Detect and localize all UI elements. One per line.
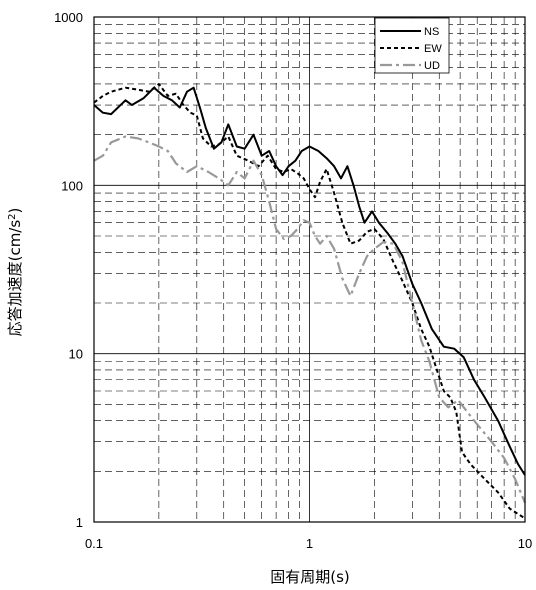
legend-label-ew: EW [424, 43, 442, 55]
y-tick-label: 100 [61, 178, 83, 193]
plot-area-frame [93, 16, 526, 523]
x-tick-label: 0.1 [85, 536, 103, 551]
legend-label-ns: NS [424, 26, 439, 38]
series-line-ns [93, 86, 526, 476]
legend: NS EW UD [374, 17, 450, 74]
legend-label-ud: UD [424, 60, 440, 72]
series-line-ew [93, 83, 526, 520]
y-axis-ticks: 1 10 100 1000 [54, 10, 83, 530]
y-axis-title-main: 応答加速度(cm/s [6, 220, 24, 337]
x-axis-title: 固有周期(s) [270, 568, 350, 586]
y-axis-title-close: ) [6, 208, 24, 214]
y-axis-title: 応答加速度(cm/s2) [6, 208, 24, 337]
series-line-ud [93, 135, 527, 504]
y-tick-label: 1 [76, 515, 83, 530]
y-axis-title-superscript: 2 [7, 213, 18, 219]
y-tick-label: 1000 [54, 10, 83, 25]
legend-box [374, 17, 450, 74]
x-axis-ticks: 0.1 1 10 [85, 536, 532, 551]
x-tick-label: 1 [306, 536, 313, 551]
chart-grid [94, 17, 525, 522]
y-tick-label: 10 [69, 347, 83, 362]
chart-series [93, 83, 527, 520]
x-tick-label: 10 [518, 536, 532, 551]
